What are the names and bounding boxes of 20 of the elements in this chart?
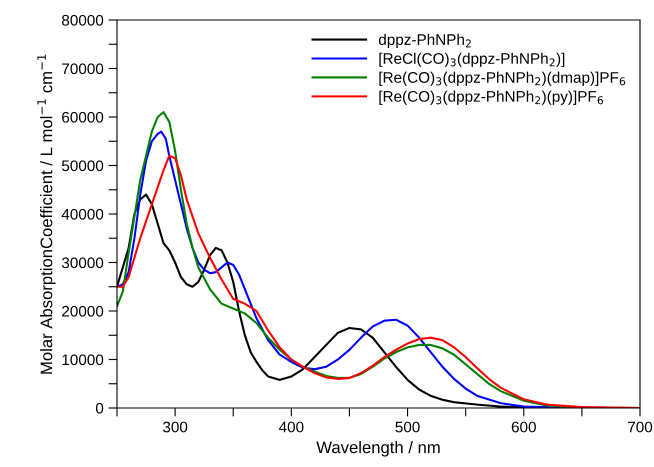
x-tick-label: 400 bbox=[278, 422, 304, 432]
x-tick-label: 600 bbox=[512, 422, 536, 432]
y-tick-label: 40000 bbox=[62, 208, 104, 220]
y-axis-title: Molar AbsorptionCoefficient / L mol$^{−1}$ cm$^{−1}$ bbox=[37, 54, 56, 374]
y-tick-label: 50000 bbox=[62, 160, 104, 172]
legend-label: [ReCl(CO)$_{3}$(dppz-PhNPh$_{2}$)] bbox=[379, 52, 564, 67]
y-tick-label: 20000 bbox=[62, 306, 104, 317]
legend-label: dppz-PhNPh$_{2}$ bbox=[378, 34, 471, 48]
legend-label: [Re(CO)$_{3}$(dppz-PhNPh$_{2}$)(dmap)]PF$_{6}$ bbox=[379, 72, 626, 86]
y-tick-label: 80000 bbox=[62, 14, 104, 26]
y-tick-label: 60000 bbox=[62, 112, 104, 123]
y-tick-label: 70000 bbox=[62, 63, 104, 74]
legend-label: [Re(CO)$_{3}$(dppz-PhNPh$_{2}$)(py)]PF$_{6}$ bbox=[379, 90, 604, 105]
x-axis-title: Wavelength / nm bbox=[316, 440, 440, 457]
x-tick-label: 500 bbox=[395, 422, 420, 432]
y-tick-label: 30000 bbox=[62, 257, 104, 268]
y-tick-label: 10000 bbox=[62, 354, 104, 366]
x-tick-label: 700 bbox=[628, 422, 652, 432]
y-tick-label: 0 bbox=[96, 402, 104, 414]
x-tick-label: 300 bbox=[162, 422, 188, 432]
